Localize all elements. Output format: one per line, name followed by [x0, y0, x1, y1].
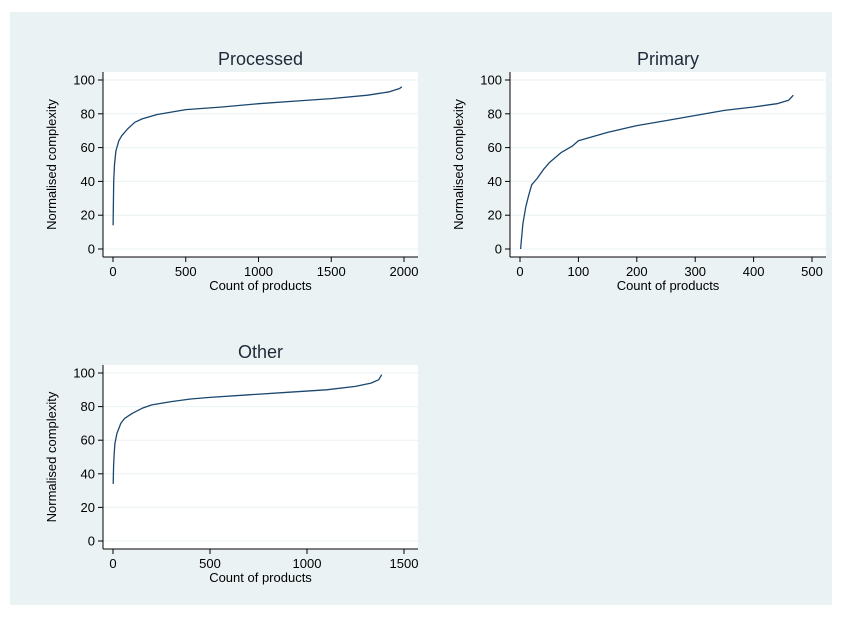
y-tick-label: 80 — [488, 106, 502, 121]
x-tick-label: 500 — [801, 264, 823, 279]
x-tick-label: 300 — [684, 264, 706, 279]
y-tick-label: 0 — [495, 242, 502, 257]
chart-title: Processed — [218, 49, 303, 69]
plot-area — [103, 72, 418, 257]
y-tick-label: 0 — [88, 534, 95, 549]
y-axis-label: Normalised complexity — [44, 99, 59, 230]
y-tick-label: 60 — [488, 140, 502, 155]
x-tick-label: 100 — [568, 264, 590, 279]
x-tick-label: 500 — [199, 556, 221, 571]
x-tick-label: 500 — [175, 264, 197, 279]
x-axis-label: Count of products — [209, 570, 312, 585]
series-line — [112, 86, 403, 226]
y-tick-label: 0 — [88, 242, 95, 257]
panel-primary: 0 20 40 60 80 100 0 100 200 300 400 500 Primary Count… — [451, 49, 826, 293]
x-tick-label: 200 — [626, 264, 648, 279]
x-tick-label: 2000 — [390, 264, 419, 279]
plot-area — [510, 72, 826, 257]
y-tick-label: 80 — [81, 106, 95, 121]
y-tick-label: 40 — [81, 174, 95, 189]
x-tick-label: 1500 — [317, 264, 346, 279]
y-axis-label: Normalised complexity — [451, 99, 466, 230]
chart-title: Other — [238, 342, 283, 362]
x-tick-label: 0 — [109, 264, 116, 279]
y-tick-label: 100 — [73, 73, 95, 88]
y-tick-label: 20 — [488, 208, 502, 223]
y-tick-label: 60 — [81, 433, 95, 448]
y-axis-label: Normalised complexity — [44, 391, 59, 522]
series-line — [519, 94, 794, 250]
x-tick-label: 1500 — [390, 556, 419, 571]
y-tick-label: 100 — [73, 366, 95, 381]
y-tick-label: 100 — [480, 73, 502, 88]
x-axis-label: Count of products — [617, 278, 720, 293]
y-tick-label: 20 — [81, 208, 95, 223]
x-tick-label: 400 — [743, 264, 765, 279]
chart-title: Primary — [637, 49, 699, 69]
x-tick-label: 0 — [109, 556, 116, 571]
y-tick-label: 20 — [81, 500, 95, 515]
series-line — [112, 374, 383, 484]
y-tick-label: 60 — [81, 140, 95, 155]
y-tick-label: 80 — [81, 399, 95, 414]
y-tick-label: 40 — [488, 174, 502, 189]
plot-area — [103, 365, 418, 549]
x-axis-label: Count of products — [209, 278, 312, 293]
x-tick-label: 0 — [516, 264, 523, 279]
y-tick-label: 40 — [81, 466, 95, 481]
x-tick-label: 1000 — [293, 556, 322, 571]
x-tick-label: 1000 — [244, 264, 273, 279]
